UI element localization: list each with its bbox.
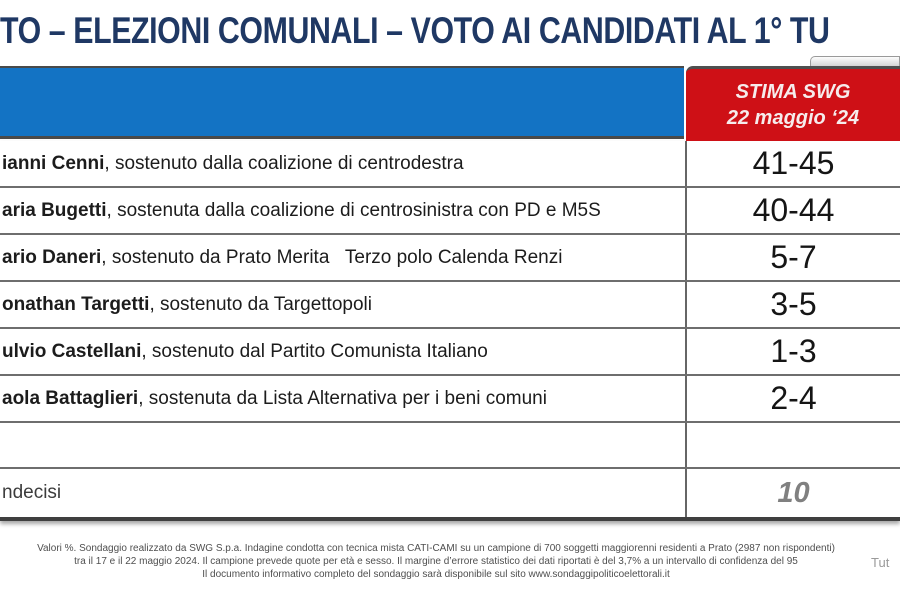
table-row: ulvio Castellani, sostenuto dal Partito … — [0, 329, 900, 376]
candidate-description: , sostenuto da Targettopoli — [149, 293, 372, 315]
candidate-label: ulvio Castellani, sostenuto dal Partito … — [0, 329, 685, 374]
candidate-name: ario Daneri — [2, 246, 102, 268]
spacer-value — [685, 423, 900, 467]
estimate-value: 40-44 — [685, 188, 900, 233]
candidate-label: ianni Cenni, sostenuto dalla coalizione … — [0, 141, 685, 186]
rights-text-cropped: Tut — [871, 555, 890, 570]
methodology-footer: Valori %. Sondaggio realizzato da SWG S.… — [0, 543, 872, 581]
estimate-header-line1: STIMA SWG — [735, 81, 851, 103]
estimate-header: STIMA SWG 22 maggio ‘24 — [686, 66, 900, 141]
page-title: TO – ELEZIONI COMUNALI – VOTO AI CANDIDA… — [0, 10, 830, 51]
undecided-value: 10 — [685, 469, 900, 517]
candidate-description: , sostenuta da Lista Alternativa per i b… — [138, 387, 547, 409]
header-blue-bar — [0, 66, 684, 139]
footer-line2: tra il 17 e il 22 maggio 2024. Il campio… — [74, 555, 798, 567]
candidate-label: onathan Targetti, sostenuto da Targettop… — [0, 282, 685, 327]
candidate-name: onathan Targetti — [2, 293, 150, 315]
undecided-label: ndecisi — [2, 482, 62, 503]
table-row: aola Battaglieri, sostenuta da Lista Alt… — [0, 376, 900, 423]
estimate-header-line2: 22 maggio ‘24 — [726, 107, 860, 129]
spacer-row — [0, 423, 900, 469]
candidate-name: ianni Cenni — [2, 152, 105, 174]
footer-line1: Valori %. Sondaggio realizzato da SWG S.… — [37, 543, 835, 554]
candidate-description: , sostenuto dalla coalizione di centrode… — [104, 152, 464, 174]
results-table: ianni Cenni, sostenuto dalla coalizione … — [0, 141, 900, 521]
table-row: onathan Targetti, sostenuto da Targettop… — [0, 282, 900, 329]
undecided-row: ndecisi 10 — [0, 469, 900, 517]
footer-line3: Il documento informativo completo del so… — [202, 568, 670, 580]
table-row: aria Bugetti, sostenuta dalla coalizione… — [0, 188, 900, 235]
estimate-value: 3-5 — [685, 282, 900, 327]
table-row: ianni Cenni, sostenuto dalla coalizione … — [0, 141, 900, 188]
estimate-value: 1-3 — [685, 329, 900, 374]
table-row: ario Daneri, sostenuto da Prato Merita T… — [0, 235, 900, 282]
candidate-description: , sostenuto dal Partito Comunista Italia… — [141, 340, 488, 362]
candidate-description: , sostenuto da Prato Merita Terzo polo C… — [101, 246, 563, 268]
estimate-value: 5-7 — [685, 235, 900, 280]
candidate-name: ulvio Castellani — [2, 340, 142, 362]
page-title-wrap: TO – ELEZIONI COMUNALI – VOTO AI CANDIDA… — [0, 4, 900, 60]
spacer-label — [0, 423, 685, 467]
candidate-label: aria Bugetti, sostenuta dalla coalizione… — [0, 188, 685, 233]
candidate-name: aola Battaglieri — [2, 387, 139, 409]
candidate-label: ario Daneri, sostenuto da Prato Merita T… — [0, 235, 685, 280]
candidate-description: , sostenuta dalla coalizione di centrosi… — [106, 199, 601, 221]
estimate-value: 41-45 — [685, 141, 900, 186]
estimate-value: 2-4 — [685, 376, 900, 421]
candidate-label: aola Battaglieri, sostenuta da Lista Alt… — [0, 376, 685, 421]
candidate-name: aria Bugetti — [2, 199, 107, 221]
